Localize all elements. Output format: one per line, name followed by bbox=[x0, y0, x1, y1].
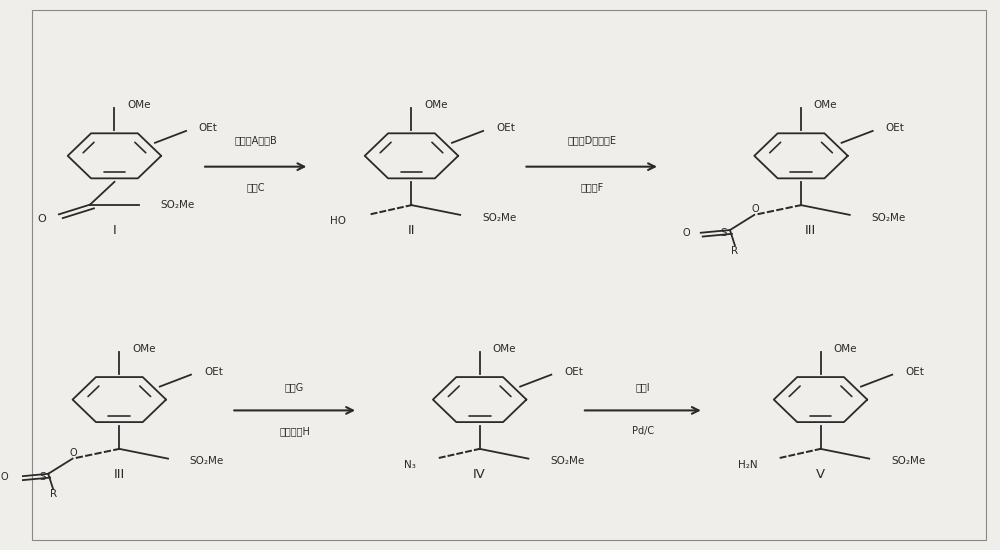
Text: SO₂Me: SO₂Me bbox=[161, 200, 195, 210]
Text: S: S bbox=[39, 471, 46, 481]
Text: SO₂Me: SO₂Me bbox=[482, 213, 516, 223]
Text: OMe: OMe bbox=[833, 344, 857, 354]
Text: O: O bbox=[752, 205, 759, 214]
Text: IV: IV bbox=[473, 468, 486, 481]
Text: OMe: OMe bbox=[132, 344, 155, 354]
Text: S: S bbox=[721, 228, 727, 238]
Text: R: R bbox=[731, 246, 738, 256]
Text: OMe: OMe bbox=[814, 101, 837, 111]
Text: OEt: OEt bbox=[886, 123, 905, 133]
Text: OEt: OEt bbox=[564, 367, 583, 377]
Text: H₂N: H₂N bbox=[738, 460, 757, 470]
Text: O: O bbox=[682, 228, 690, 238]
Text: Pd/C: Pd/C bbox=[632, 426, 654, 436]
Text: N₃: N₃ bbox=[404, 460, 416, 470]
Text: 溶剁I: 溶剁I bbox=[635, 383, 650, 393]
Text: SO₂Me: SO₂Me bbox=[190, 456, 224, 466]
Text: O: O bbox=[1, 471, 8, 481]
Text: OEt: OEt bbox=[198, 123, 217, 133]
Text: 厠氮化物H: 厠氮化物H bbox=[279, 426, 310, 436]
Text: 溶剁C: 溶剁C bbox=[246, 182, 265, 192]
Text: SO₂Me: SO₂Me bbox=[872, 213, 906, 223]
Text: OEt: OEt bbox=[496, 123, 515, 133]
Text: O: O bbox=[37, 213, 46, 224]
Text: 手性剁D，溶剁E: 手性剁D，溶剁E bbox=[567, 136, 616, 146]
Text: II: II bbox=[408, 224, 415, 237]
Text: V: V bbox=[816, 468, 825, 481]
Text: 碌碳盐F: 碌碳盐F bbox=[580, 182, 603, 192]
Text: III: III bbox=[805, 224, 816, 237]
Text: III: III bbox=[114, 468, 125, 481]
Text: OEt: OEt bbox=[204, 367, 223, 377]
Text: R: R bbox=[50, 490, 57, 499]
Text: 溶剁G: 溶剁G bbox=[285, 383, 304, 393]
Text: O: O bbox=[70, 448, 77, 458]
Text: OMe: OMe bbox=[424, 101, 448, 111]
Text: HO: HO bbox=[330, 216, 346, 227]
Text: OMe: OMe bbox=[127, 101, 151, 111]
Text: 催化剁A，碱B: 催化剁A，碱B bbox=[234, 136, 277, 146]
Text: OMe: OMe bbox=[492, 344, 516, 354]
Text: SO₂Me: SO₂Me bbox=[550, 456, 584, 466]
Text: I: I bbox=[113, 224, 116, 237]
Text: SO₂Me: SO₂Me bbox=[891, 456, 925, 466]
Text: OEt: OEt bbox=[905, 367, 924, 377]
